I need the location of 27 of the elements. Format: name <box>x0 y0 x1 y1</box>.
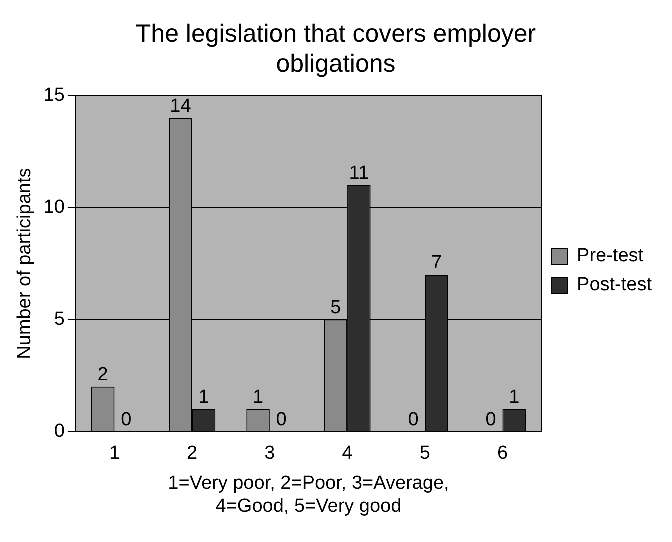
y-tick-label: 10 <box>44 197 65 218</box>
data-label: 14 <box>170 96 192 118</box>
data-label: 1 <box>198 386 210 408</box>
x-tick-label: 3 <box>264 443 276 464</box>
data-label: 0 <box>121 409 132 430</box>
data-label: 0 <box>486 409 496 430</box>
data-label: 0 <box>276 409 287 430</box>
x-tick-label: 4 <box>342 443 354 464</box>
y-tick-label: 15 <box>44 85 65 106</box>
y-tick-label: 0 <box>54 420 65 442</box>
x-tick-label: 6 <box>497 443 508 464</box>
x-tick-label: 5 <box>420 443 430 464</box>
data-label: 0 <box>408 409 419 430</box>
chart-title: The legislation that covers employer obligations <box>136 20 536 78</box>
x-tick-label: 2 <box>187 443 198 464</box>
data-label: 5 <box>330 297 342 318</box>
data-label: 11 <box>349 163 370 184</box>
data-label: 7 <box>431 252 442 274</box>
x-axis-title: 1=Very poor, 2=Poor, 3=Average, 4=Good, 5=Very good <box>168 473 450 517</box>
x-tick-label: 1 <box>109 443 120 464</box>
y-tick-label: 5 <box>54 308 65 330</box>
legend-label: Pre-test <box>577 246 644 267</box>
data-label: 1 <box>253 386 264 408</box>
legend-label: Post-test <box>577 274 653 296</box>
data-label: 1 <box>509 386 520 408</box>
data-label: 2 <box>98 364 108 386</box>
y-axis-title: Number of participants <box>14 168 36 360</box>
